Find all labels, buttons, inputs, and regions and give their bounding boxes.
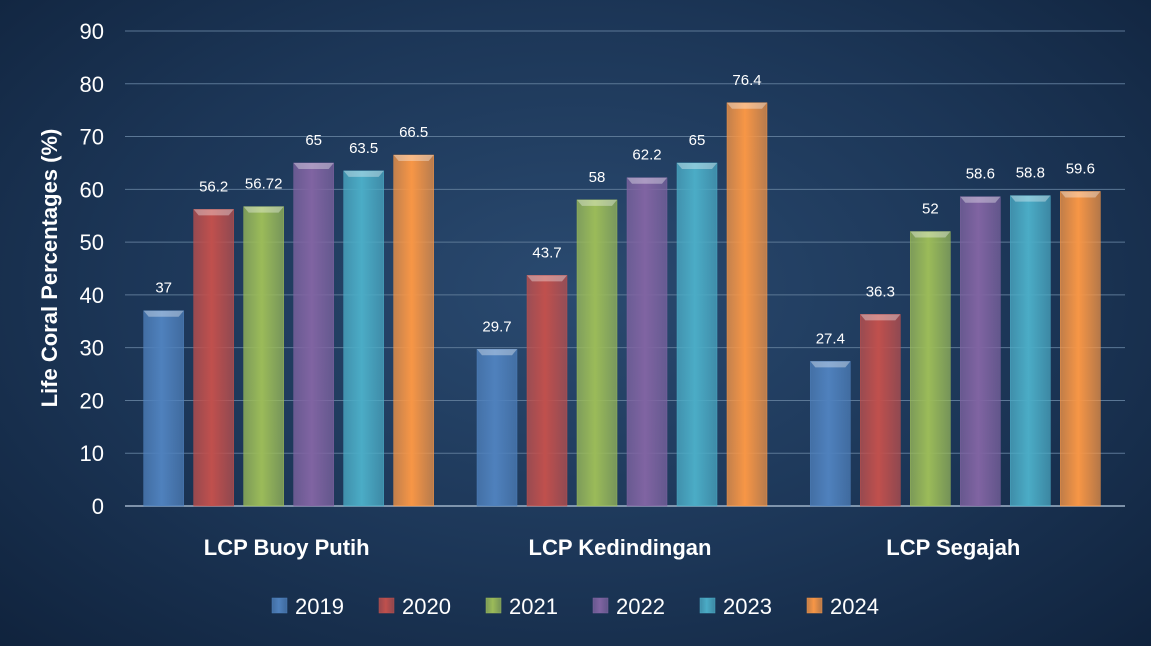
bar-2020-1 (193, 209, 234, 507)
y-tick-label: 40 (80, 283, 104, 308)
data-label: 65 (305, 132, 322, 149)
bar-2019-1 (143, 310, 184, 507)
bar-2024-1 (393, 154, 434, 507)
bar-cap (343, 170, 384, 177)
legend-swatch-2020 (378, 597, 395, 614)
bar-2021-2 (576, 199, 618, 507)
data-label: 56.72 (245, 176, 283, 193)
bar-2024-3 (1060, 191, 1101, 507)
bar-2019-2 (476, 349, 518, 507)
y-axis-ticks: 0 10 20 30 40 50 60 70 80 90 (80, 19, 104, 519)
bar-2022-2 (626, 177, 668, 507)
bar-cap (293, 162, 334, 169)
legend-label: 2020 (402, 594, 451, 619)
legend: 2019 2020 2021 2022 2023 2024 (271, 594, 879, 619)
data-label: 63.5 (349, 140, 378, 157)
data-label: 62.2 (632, 147, 661, 164)
bar-cap (577, 199, 617, 206)
legend-label: 2021 (509, 594, 558, 619)
bar-cap (960, 196, 1001, 203)
legend-swatch-2024 (806, 597, 823, 614)
bar-cap (527, 275, 567, 282)
data-label: 56.2 (199, 178, 228, 195)
legend-swatch-2023 (699, 597, 716, 614)
data-label: 58 (589, 169, 606, 186)
bar-cap (243, 206, 284, 213)
x-category-label: LCP Buoy Putih (204, 535, 370, 560)
bar-2023-1 (343, 170, 384, 507)
legend-swatch-2021 (485, 597, 502, 614)
x-axis-categories: LCP Buoy Putih LCP Kedindingan LCP Segajah (204, 535, 1021, 560)
bar-cap (1060, 191, 1101, 198)
data-label: 43.7 (532, 244, 561, 261)
x-category-label: LCP Kedindingan (529, 535, 712, 560)
bar-2024-2 (726, 102, 768, 507)
legend-label: 2023 (723, 594, 772, 619)
bar-2023-3 (1010, 195, 1051, 507)
bar-cap (910, 231, 951, 238)
y-tick-label: 0 (92, 494, 104, 519)
data-label: 58.6 (966, 166, 995, 183)
y-tick-label: 20 (80, 388, 104, 413)
data-label: 27.4 (816, 330, 845, 347)
x-category-label: LCP Segajah (886, 535, 1020, 560)
data-labels: 37 56.2 56.72 65 63.5 66.5 29.7 43.7 58 62.2 65 76.… (155, 72, 1095, 348)
legend-label: 2024 (830, 594, 879, 619)
gridlines (125, 30, 1125, 507)
bar-2022-1 (293, 162, 334, 507)
bar-cap (627, 177, 667, 184)
legend-swatch-2022 (592, 597, 609, 614)
bar-cap (810, 361, 851, 368)
data-label: 52 (922, 201, 939, 218)
y-axis-title: Life Coral Percentages (%) (37, 129, 62, 408)
y-tick-label: 30 (80, 336, 104, 361)
y-tick-label: 90 (80, 19, 104, 44)
bar-cap (727, 102, 767, 109)
y-tick-label: 10 (80, 441, 104, 466)
bar-2021-1 (243, 206, 284, 507)
bar-cap (193, 209, 234, 216)
bar-cap (477, 349, 517, 356)
legend-label: 2019 (295, 594, 344, 619)
bar-2020-2 (526, 275, 568, 507)
y-tick-label: 80 (80, 72, 104, 97)
data-label: 65 (689, 132, 706, 149)
bar-cap (1010, 195, 1051, 202)
y-tick-label: 50 (80, 230, 104, 255)
bar-2021-3 (910, 231, 951, 507)
data-label: 59.6 (1066, 160, 1095, 177)
bar-cap (143, 310, 184, 317)
bars (143, 102, 1101, 507)
bar-2020-3 (860, 314, 901, 507)
y-tick-label: 60 (80, 177, 104, 202)
legend-swatch-2019 (271, 597, 288, 614)
data-label: 29.7 (482, 318, 511, 335)
data-label: 37 (155, 280, 172, 297)
legend-label: 2022 (616, 594, 665, 619)
bar-cap (677, 162, 717, 169)
data-label: 66.5 (399, 124, 428, 141)
bar-2022-3 (960, 196, 1001, 507)
data-label: 36.3 (866, 283, 895, 300)
bar-2023-2 (676, 162, 718, 507)
bar-2019-3 (810, 361, 851, 507)
y-tick-label: 70 (80, 125, 104, 150)
data-label: 76.4 (732, 72, 761, 89)
bar-cap (860, 314, 901, 321)
bar-cap (393, 155, 434, 162)
data-label: 58.8 (1016, 165, 1045, 182)
